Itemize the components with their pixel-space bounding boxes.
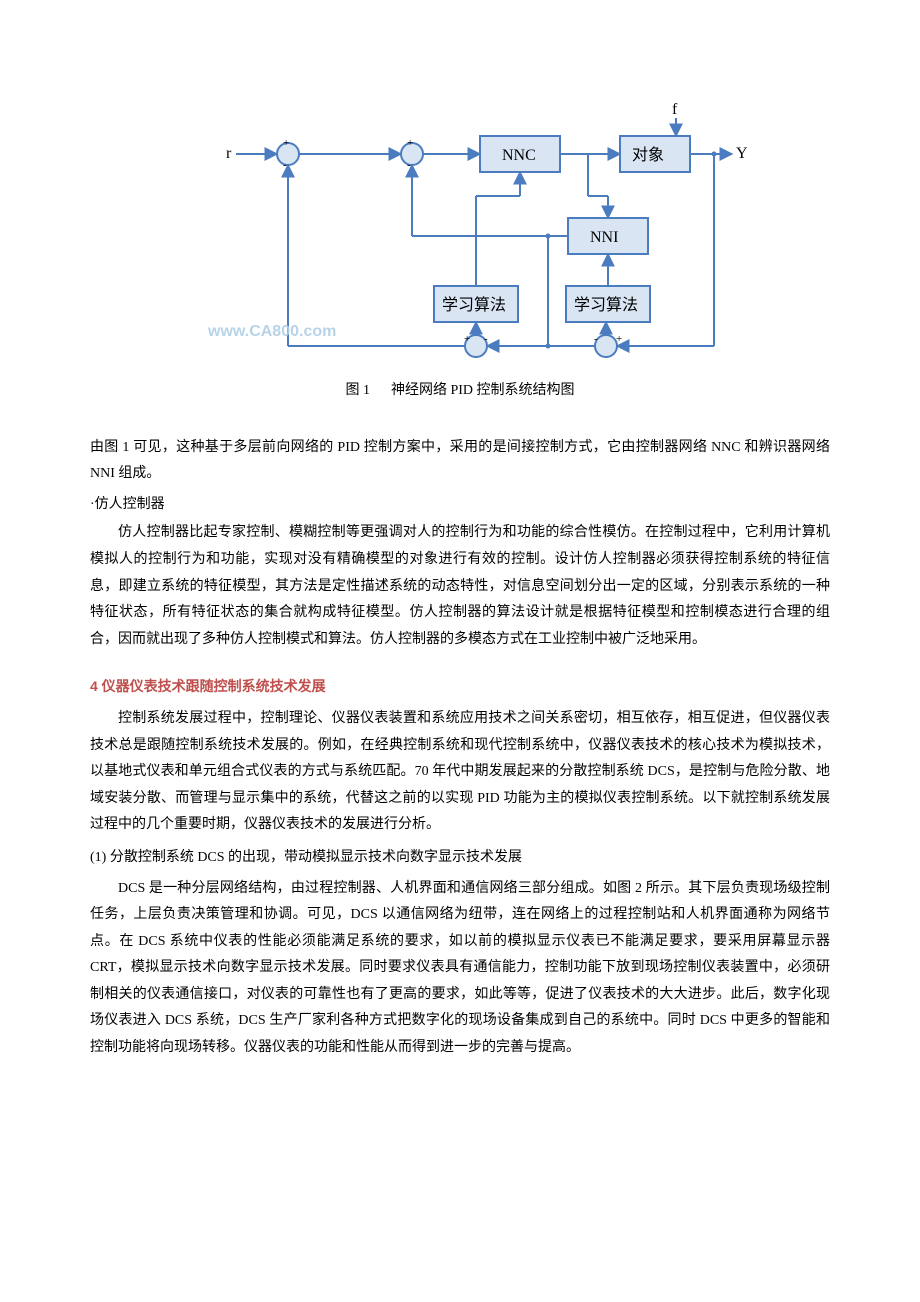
- label-f: f: [672, 101, 678, 118]
- figure-1-diagram: r + - + - NNC 对象 f Y: [90, 100, 830, 360]
- svg-text:-: -: [594, 333, 598, 345]
- node-object: 对象: [632, 146, 664, 164]
- node-nnc: NNC: [502, 147, 536, 164]
- subitem-1-head: (1) 分散控制系统 DCS 的出现，带动模拟显示技术向数字显示技术发展: [90, 845, 830, 872]
- svg-text:-: -: [407, 159, 411, 171]
- figure-title: 神经网络 PID 控制系统结构图: [391, 383, 575, 398]
- section-4-title: 4 仪器仪表技术跟随控制系统技术发展: [90, 673, 830, 700]
- label-r: r: [226, 145, 232, 162]
- svg-text:+: +: [464, 333, 470, 345]
- svg-text:+: +: [283, 137, 289, 149]
- nn-pid-block-diagram: r + - + - NNC 对象 f Y: [170, 100, 750, 360]
- node-nni: NNI: [590, 229, 618, 246]
- node-alg1: 学习算法: [442, 295, 506, 314]
- figure-1-caption: 图 1 神经网络 PID 控制系统结构图: [90, 378, 830, 405]
- figure-label: 图 1: [345, 383, 370, 398]
- svg-text:-: -: [283, 159, 287, 171]
- svg-text:+: +: [407, 137, 413, 149]
- section-4-body: 控制系统发展过程中，控制理论、仪器仪表装置和系统应用技术之间关系密切，相互依存，…: [90, 706, 830, 839]
- svg-text:-: -: [484, 333, 488, 345]
- subitem-1-body: DCS 是一种分层网络结构，由过程控制器、人机界面和通信网络三部分组成。如图 2…: [90, 876, 830, 1062]
- bullet-humanoid-controller-head: ·仿人控制器: [90, 492, 830, 519]
- paragraph-intro: 由图 1 可见，这种基于多层前向网络的 PID 控制方案中，采用的是间接控制方式…: [90, 435, 830, 488]
- watermark-text: www.CA800.com: [207, 323, 336, 340]
- node-alg2: 学习算法: [574, 295, 638, 314]
- bullet-humanoid-controller-body: 仿人控制器比起专家控制、模糊控制等更强调对人的控制行为和功能的综合性模仿。在控制…: [90, 520, 830, 653]
- label-y: Y: [736, 145, 748, 162]
- svg-text:+: +: [616, 333, 622, 345]
